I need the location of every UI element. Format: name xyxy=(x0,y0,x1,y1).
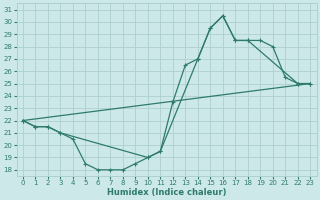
X-axis label: Humidex (Indice chaleur): Humidex (Indice chaleur) xyxy=(107,188,226,197)
